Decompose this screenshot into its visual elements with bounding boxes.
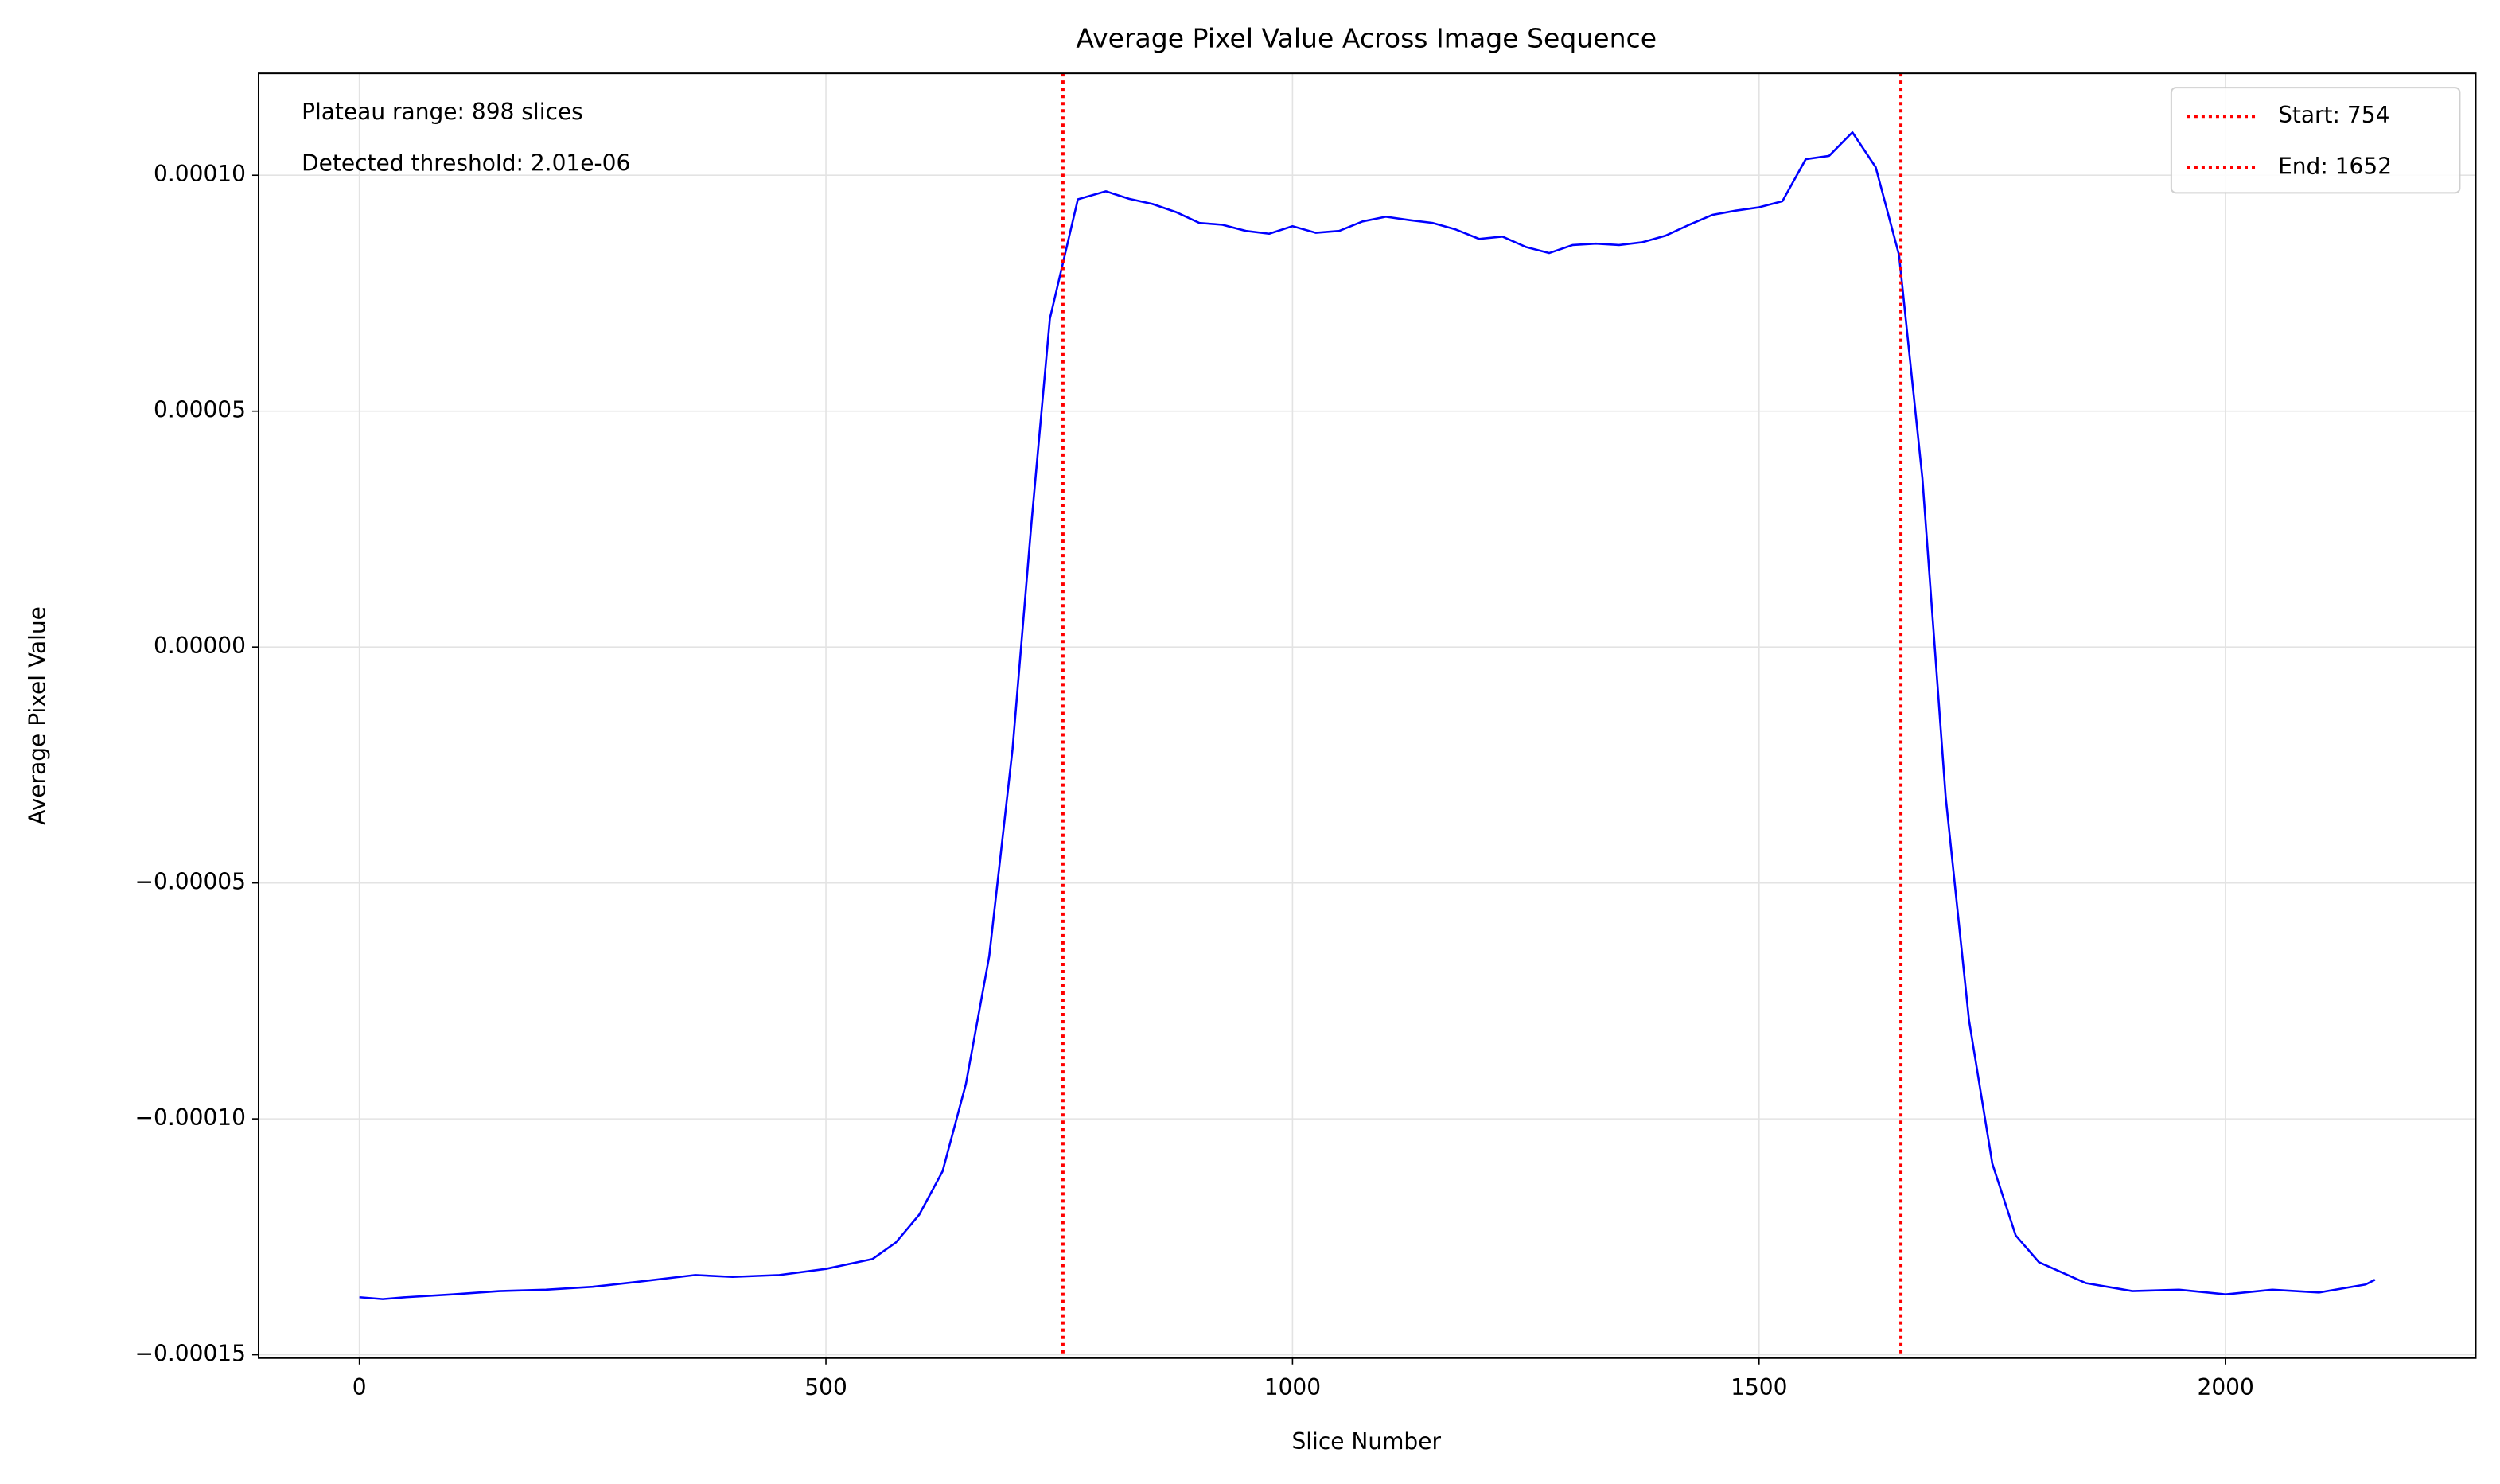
annotation: Plateau range: 898 slices <box>302 99 583 125</box>
annotation: Detected threshold: 2.01e-06 <box>302 150 630 176</box>
x-tick-label: 500 <box>804 1374 847 1400</box>
y-tick-label: 0.00005 <box>154 397 246 423</box>
y-tick-label: −0.00005 <box>135 869 246 895</box>
y-tick-label: −0.00010 <box>135 1104 246 1131</box>
y-tick-label: −0.00015 <box>135 1341 246 1367</box>
x-tick-label: 1500 <box>1731 1374 1787 1400</box>
y-tick-label: 0.00000 <box>154 633 246 659</box>
axes-frame <box>257 72 2477 1359</box>
x-tick-label: 2000 <box>2198 1374 2254 1400</box>
legend-label: Start: 754 <box>2278 102 2389 128</box>
x-axis-label: Slice Number <box>1291 1428 1441 1455</box>
legend-box <box>2170 87 2461 194</box>
y-axis-label: Average Pixel Value <box>25 606 51 825</box>
data-line <box>359 130 2376 1300</box>
y-tick-label: 0.00010 <box>154 161 246 187</box>
chart-title: Average Pixel Value Across Image Sequenc… <box>1076 23 1657 54</box>
legend-label: End: 1652 <box>2278 153 2392 179</box>
x-tick-label: 1000 <box>1264 1374 1321 1400</box>
x-tick-label: 0 <box>352 1374 367 1400</box>
